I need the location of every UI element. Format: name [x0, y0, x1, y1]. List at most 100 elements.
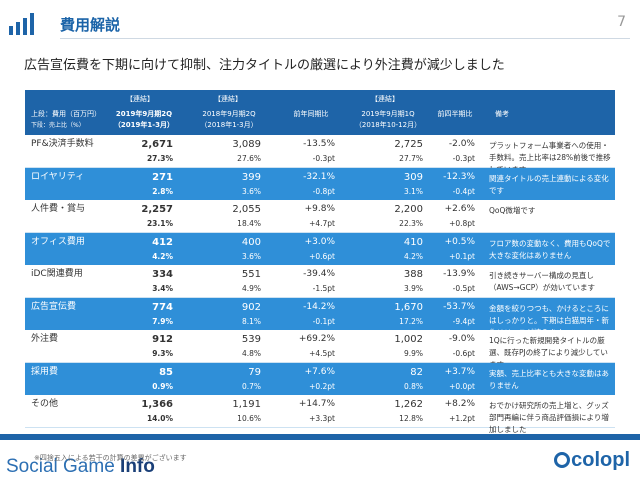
- qoq-ratio-change: -0.4pt: [452, 187, 475, 196]
- group-label-c: 【連結】: [371, 95, 399, 103]
- col6-header: 備考: [495, 110, 509, 118]
- current-value: 1,366: [141, 399, 173, 410]
- category-cell: ロイヤリティ: [31, 172, 85, 182]
- yoy-change: +7.6%: [304, 367, 335, 377]
- prior-quarter-ratio: 27.7%: [399, 154, 423, 163]
- prior-year-ratio: 3.6%: [241, 252, 261, 261]
- yoy-change: -39.4%: [303, 269, 335, 279]
- bar-chart-logo-icon: [9, 13, 34, 35]
- current-value: 271: [152, 172, 173, 183]
- prior-year-value: 551: [241, 269, 261, 280]
- prior-quarter-ratio: 22.3%: [399, 219, 423, 228]
- qoq-ratio-change: +1.2pt: [449, 414, 475, 423]
- prior-quarter-ratio: 4.2%: [403, 252, 423, 261]
- qoq-ratio-change: -0.3pt: [452, 154, 475, 163]
- category-cell: その他: [31, 399, 59, 409]
- col2-subheader: （2018年1-3月）: [200, 121, 258, 129]
- prior-quarter-ratio: 3.9%: [403, 284, 423, 293]
- yoy-change: +9.8%: [304, 204, 335, 214]
- prior-year-value: 2,055: [232, 204, 261, 215]
- prior-quarter-value: 410: [403, 237, 423, 248]
- prior-quarter-ratio: 12.8%: [399, 414, 423, 423]
- remark-cell: フロア数の変動なく、費用もQoQで大きな変化はありません: [489, 239, 611, 260]
- current-ratio: 0.9%: [152, 382, 173, 391]
- yoy-ratio-change: +4.5pt: [309, 349, 335, 358]
- yoy-change: -13.5%: [303, 139, 335, 149]
- qoq-change: +0.5%: [444, 237, 475, 247]
- brand-left-text-a: Social Game: [6, 456, 121, 477]
- yoy-ratio-change: +0.6pt: [309, 252, 335, 261]
- prior-quarter-value: 1,670: [394, 302, 423, 313]
- col2-header: 2018年9月期2Q: [202, 110, 256, 118]
- qoq-change: -2.0%: [448, 139, 475, 149]
- qoq-ratio-change: +0.8pt: [449, 219, 475, 228]
- prior-quarter-value: 309: [403, 172, 423, 183]
- colopl-logo: colopl: [554, 449, 630, 472]
- prior-quarter-value: 1,002: [394, 334, 423, 345]
- prior-year-value: 399: [241, 172, 261, 183]
- col4-header: 2019年9月期1Q: [361, 110, 415, 118]
- group-label-a: 【連結】: [126, 95, 154, 103]
- category-cell: 外注費: [31, 334, 59, 344]
- current-ratio: 3.4%: [152, 284, 173, 293]
- qoq-ratio-change: -9.4pt: [452, 317, 475, 326]
- table-row: ロイヤリティ 271 2.8% 399 3.6% -32.1% -0.8pt 309 3.1% -…: [25, 168, 615, 200]
- units-label-2: 下段：売上比（%）: [31, 122, 85, 129]
- prior-quarter-value: 388: [403, 269, 423, 280]
- page-number: 7: [617, 14, 626, 30]
- table-row: その他 1,366 14.0% 1,191 10.6% +14.7% +3.3pt 1,262…: [25, 395, 615, 434]
- table-body: PF&決済手数料 2,671 27.3% 3,089 27.6% -13.5% -0.3pt…: [25, 135, 615, 434]
- category-cell: 人件費・賞与: [31, 204, 86, 214]
- category-cell: PF&決済手数料: [31, 139, 94, 149]
- yoy-change: +69.2%: [298, 334, 335, 344]
- prior-quarter-ratio: 9.9%: [403, 349, 423, 358]
- page-title: 費用解説: [60, 16, 121, 34]
- col1-header: 2019年9月期2Q: [115, 110, 173, 118]
- prior-year-value: 539: [241, 334, 261, 345]
- category-cell: 採用費: [31, 367, 59, 377]
- remark-cell: QoQ微増です: [489, 206, 536, 215]
- qoq-change: -13.9%: [443, 269, 475, 279]
- qoq-change: +2.6%: [444, 204, 475, 214]
- table-row: 人件費・賞与 2,257 23.1% 2,055 18.4% +9.8% +4.7pt 2,2…: [25, 200, 615, 233]
- prior-year-value: 79: [248, 367, 261, 378]
- current-value: 412: [152, 237, 173, 248]
- prior-year-value: 1,191: [232, 399, 261, 410]
- current-value: 774: [152, 302, 173, 313]
- qoq-change: +8.2%: [444, 399, 475, 409]
- yoy-ratio-change: +4.7pt: [309, 219, 335, 228]
- prior-quarter-value: 2,200: [394, 204, 423, 215]
- prior-quarter-ratio: 3.1%: [403, 187, 423, 196]
- footnote: ※四捨五入による若干の計算の差異がございます: [34, 454, 187, 462]
- prior-quarter-value: 82: [410, 367, 423, 378]
- slide-header: 費用解説 7: [0, 0, 640, 48]
- current-ratio: 2.8%: [152, 187, 173, 196]
- yoy-ratio-change: -1.5pt: [312, 284, 335, 293]
- remark-cell: おでかけ研究所の売上増と、グッズ部門再編に伴う商品評価損により増加しました: [489, 401, 609, 434]
- remark-cell: 関連タイトルの売上連動による変化です: [489, 174, 609, 195]
- prior-quarter-ratio: 0.8%: [403, 382, 423, 391]
- yoy-ratio-change: -0.1pt: [312, 317, 335, 326]
- footer-band: [0, 434, 640, 440]
- table-row: PF&決済手数料 2,671 27.3% 3,089 27.6% -13.5% -0.3pt…: [25, 135, 615, 174]
- qoq-ratio-change: -0.6pt: [452, 349, 475, 358]
- col3-header: 前年同期比: [293, 110, 329, 118]
- category-cell: iDC関連費用: [31, 269, 83, 279]
- prior-year-ratio: 27.6%: [237, 154, 261, 163]
- brand-right-text: colopl: [571, 449, 630, 471]
- qoq-change: -9.0%: [448, 334, 475, 344]
- table-row: 外注費 912 9.3% 539 4.8% +69.2% +4.5pt 1,002 9.9% -9…: [25, 330, 615, 369]
- social-game-info-logo: Social Game Info: [6, 456, 155, 478]
- current-ratio: 23.1%: [146, 219, 173, 228]
- qoq-ratio-change: +0.0pt: [449, 382, 475, 391]
- current-value: 2,671: [141, 139, 173, 150]
- yoy-ratio-change: +0.2pt: [309, 382, 335, 391]
- brand-left-text-b: Info: [120, 456, 155, 477]
- prior-year-ratio: 18.4%: [237, 219, 261, 228]
- yoy-change: +14.7%: [298, 399, 335, 409]
- qoq-change: -53.7%: [443, 302, 475, 312]
- table-row: 広告宣伝費 774 7.9% 902 8.1% -14.2% -0.1pt 1,670 17.2…: [25, 298, 615, 337]
- prior-year-ratio: 10.6%: [237, 414, 261, 423]
- yoy-ratio-change: +3.3pt: [309, 414, 335, 423]
- prior-year-ratio: 4.8%: [241, 349, 261, 358]
